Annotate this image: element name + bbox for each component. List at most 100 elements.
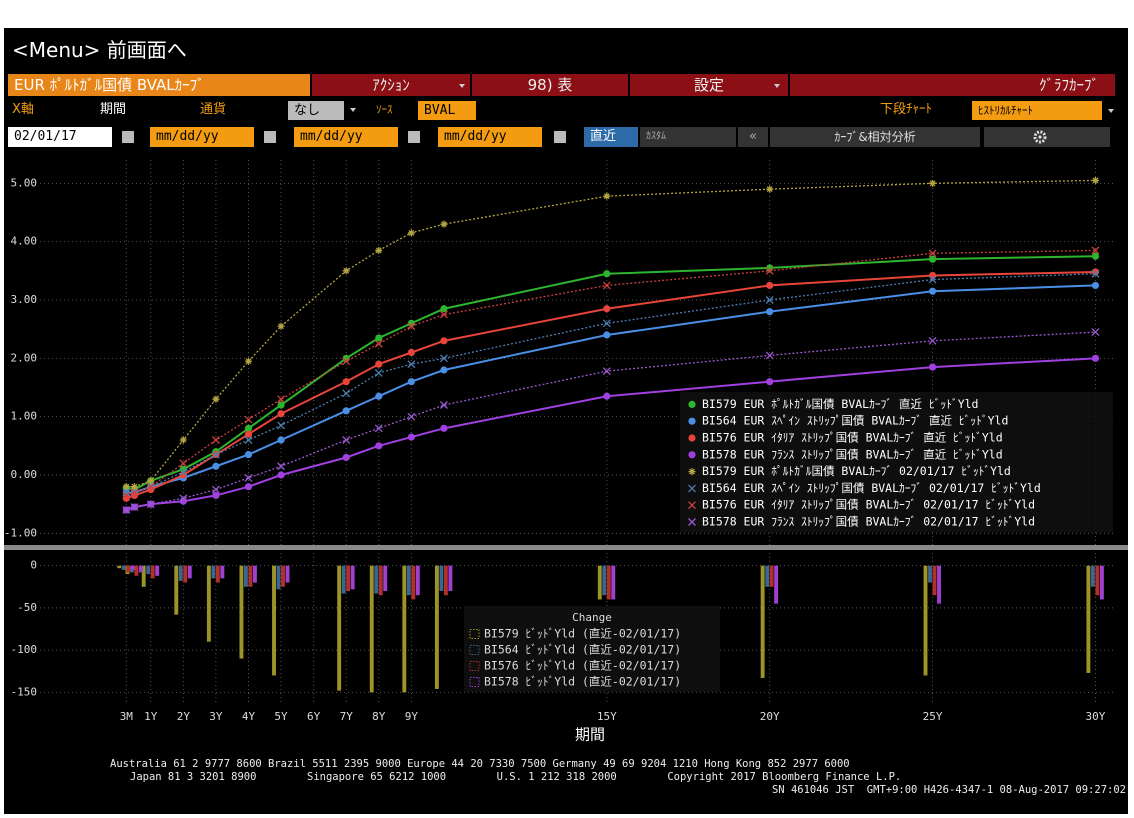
currency-select[interactable]: なし [288, 101, 344, 120]
marker [146, 482, 155, 491]
custom-button[interactable]: ｶｽﾀﾑ [640, 127, 736, 147]
marker [342, 407, 350, 415]
lower-chart-label: 下段ﾁｬｰﾄ [880, 102, 933, 117]
footer-line: Japan 81 3 3201 8900 Singapore 65 6212 1… [130, 771, 902, 783]
marker [342, 389, 351, 398]
legend-label: BI579 EUR ﾎﾟﾙﾄｶﾞﾙ国債 BVALｶｰﾌﾞ 02/01/17 ﾋﾞ… [702, 464, 1011, 478]
graph-menu[interactable]: ｸﾞﾗﾌｶｰﾌﾞ [790, 74, 1115, 96]
legend-label: BI579 ﾋﾞｯﾄﾞYld (直近-02/01/17) [484, 627, 681, 641]
latest-button[interactable]: 直近 [584, 127, 638, 147]
marker [765, 266, 774, 275]
marker [407, 229, 415, 237]
bar [220, 565, 225, 579]
series-line [126, 331, 1096, 511]
legend-swatch [469, 645, 480, 655]
marker [688, 400, 696, 408]
marker [179, 468, 188, 477]
x-tick-label: 9Y [405, 710, 419, 723]
marker [440, 366, 448, 374]
marker [688, 451, 696, 459]
x-tick-label: 15Y [597, 710, 617, 723]
bar [130, 565, 135, 570]
y-tick-label: -100 [11, 643, 38, 656]
date-field[interactable]: 02/01/17 [8, 127, 112, 147]
marker [147, 477, 155, 485]
bar [448, 565, 453, 591]
marker [342, 267, 350, 275]
date-placeholder[interactable]: mm/dd/yy [294, 127, 398, 147]
bar [369, 565, 374, 693]
y-tick-label: 3.00 [11, 293, 38, 306]
table-button[interactable]: 98) 表 [472, 74, 628, 96]
marker [603, 331, 611, 339]
marker [603, 392, 611, 400]
bar [248, 565, 253, 587]
footer-line: SN 461046 JST GMT+9:00 H426-4347-1 08-Au… [771, 784, 1126, 796]
source-field[interactable]: BVAL [418, 101, 476, 120]
legend-label: BI564 EUR ｽﾍﾟｲﾝ ｽﾄﾘｯﾌﾟ国債 BVALｶｰﾌﾞ 直近 ﾋﾞｯ… [702, 414, 1008, 428]
marker [374, 424, 383, 433]
marker [766, 308, 774, 316]
marker [765, 296, 774, 304]
bar [183, 565, 188, 583]
legend-title: Change [572, 611, 612, 624]
date-placeholder[interactable]: mm/dd/yy [438, 127, 542, 147]
date-placeholder[interactable]: mm/dd/yy [150, 127, 254, 147]
gear-icon [1033, 130, 1047, 144]
legend-label: BI578 EUR ﾌﾗﾝｽ ｽﾄﾘｯﾌﾟ国債 BVALｶｰﾌﾞ 02/01/1… [702, 515, 1035, 529]
marker [688, 468, 696, 476]
security-field[interactable]: EUR ﾎﾟﾙﾄｶﾞﾙ国債 BVALｶｰﾌﾞ [8, 74, 310, 96]
analysis-button[interactable]: ｶｰﾌﾞ&相対分析 [770, 127, 980, 147]
marker [211, 450, 220, 459]
bar [760, 565, 765, 678]
marker [244, 357, 252, 365]
marker [440, 305, 448, 313]
marker [179, 436, 187, 444]
x-axis-value[interactable]: 期間 [100, 102, 127, 117]
currency-label: 通貨 [200, 102, 227, 117]
x-tick-label: 4Y [242, 710, 256, 723]
marker [244, 415, 253, 424]
marker [407, 360, 416, 369]
bar [1086, 565, 1091, 673]
bar [1090, 565, 1095, 587]
marker [602, 319, 611, 328]
gear-button[interactable] [984, 127, 1110, 147]
marker [929, 179, 937, 187]
collapse-button[interactable]: « [738, 127, 768, 147]
legend-label: BI578 ﾋﾞｯﾄﾞYld (直近-02/01/17) [484, 675, 681, 689]
divider [4, 545, 1128, 550]
y-tick-label: -1.00 [4, 526, 37, 539]
marker [277, 395, 286, 404]
y-tick-label: 0.00 [11, 468, 38, 481]
actions-menu[interactable]: ｱｸｼｮﾝ [312, 74, 470, 96]
settings-menu[interactable]: 設定 [630, 74, 788, 96]
marker [1091, 252, 1100, 260]
legend-box [464, 606, 720, 692]
marker [375, 360, 383, 368]
bar [434, 565, 439, 689]
marker [342, 436, 351, 444]
marker [342, 357, 351, 366]
x-tick-label: 3M [120, 710, 134, 723]
marker [179, 459, 188, 468]
marker [244, 473, 253, 482]
bar [211, 565, 216, 579]
lower-chart-select[interactable]: ﾋｽﾄﾘｶﾙﾁｬｰﾄ [972, 101, 1102, 120]
x-tick-label: 2Y [177, 710, 191, 723]
bar [206, 565, 211, 642]
marker [407, 322, 416, 331]
source-label: ｿｰｽ [376, 103, 393, 116]
series-line [126, 249, 1096, 497]
marker [688, 417, 696, 425]
menu-link[interactable]: <Menu> 前画面へ [12, 38, 187, 62]
bar [443, 565, 448, 596]
upper-chart: -1.00 0.00 1.00 2.00 3.00 4.00 5.00 BI579 EUR ﾎ… [4, 160, 1115, 545]
bar [337, 565, 342, 691]
marker [1091, 269, 1100, 278]
bar [341, 565, 346, 594]
marker [212, 462, 220, 470]
marker [244, 483, 253, 491]
y-tick-label: 0 [30, 559, 37, 572]
